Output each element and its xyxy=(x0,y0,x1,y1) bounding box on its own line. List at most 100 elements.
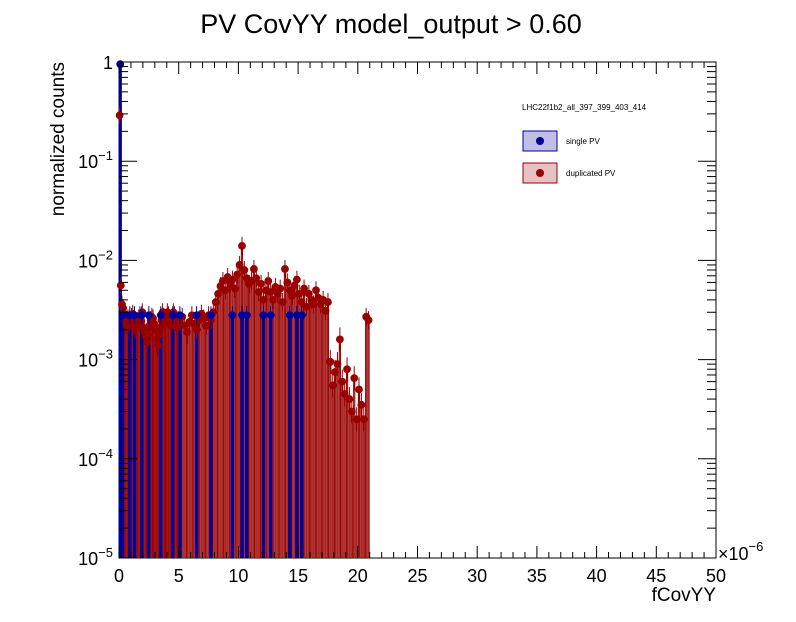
x-tick-label: 30 xyxy=(467,566,487,586)
bar-duplicated-pv xyxy=(336,364,339,558)
bar-duplicated-pv xyxy=(303,288,305,558)
bar-duplicated-pv xyxy=(346,369,348,558)
bar-duplicated-pv xyxy=(305,306,308,558)
bar-duplicated-pv xyxy=(322,299,324,558)
point-duplicated-pv xyxy=(259,295,268,304)
bar-duplicated-pv xyxy=(156,339,158,558)
legend-marker-duplicated-pv xyxy=(536,169,544,177)
point-duplicated-pv xyxy=(116,281,125,290)
point-duplicated-pv xyxy=(252,274,261,283)
bar-duplicated-pv xyxy=(358,389,360,558)
bar-duplicated-pv xyxy=(165,318,167,558)
legend-label-single-pv: single PV xyxy=(566,137,600,146)
bar-duplicated-pv xyxy=(170,325,172,558)
bar-duplicated-pv xyxy=(177,320,179,558)
bar-duplicated-pv xyxy=(255,278,257,558)
point-duplicated-pv xyxy=(331,368,340,376)
bar-duplicated-pv xyxy=(360,404,362,558)
chart-title: PV CovYY model_output > 0.60 xyxy=(200,9,582,39)
bar-duplicated-pv xyxy=(367,320,370,558)
bar-duplicated-pv xyxy=(146,342,148,558)
point-duplicated-pv xyxy=(283,278,292,287)
point-single-pv xyxy=(175,311,184,320)
point-duplicated-pv xyxy=(183,328,191,336)
point-duplicated-pv xyxy=(257,279,265,288)
bar-duplicated-pv xyxy=(176,327,178,558)
point-single-pv xyxy=(130,311,139,320)
bar-duplicated-pv xyxy=(130,316,133,558)
point-duplicated-pv xyxy=(359,415,368,424)
bar-duplicated-pv xyxy=(151,316,153,558)
bar-duplicated-pv xyxy=(315,290,317,558)
bar-duplicated-pv xyxy=(212,312,214,558)
point-duplicated-pv xyxy=(214,289,223,298)
bar-duplicated-pv xyxy=(298,293,300,558)
point-single-pv xyxy=(259,311,268,320)
bar-duplicated-pv xyxy=(154,329,157,558)
x-tick-label: 50 xyxy=(706,566,726,586)
point-duplicated-pv xyxy=(343,365,351,374)
point-duplicated-pv xyxy=(288,291,297,300)
x-axis-title: fCovYY xyxy=(652,585,717,606)
bar-duplicated-pv xyxy=(227,277,229,558)
point-duplicated-pv xyxy=(240,266,249,274)
point-single-pv xyxy=(192,311,201,320)
point-duplicated-pv xyxy=(293,275,301,284)
bar-duplicated-pv xyxy=(215,302,217,558)
point-duplicated-pv xyxy=(309,300,318,309)
bar-duplicated-pv xyxy=(327,302,329,558)
bar-duplicated-pv xyxy=(236,274,238,558)
point-single-pv xyxy=(242,311,251,320)
bar-duplicated-pv xyxy=(124,321,127,558)
bar-duplicated-pv xyxy=(181,316,183,558)
point-duplicated-pv xyxy=(144,330,153,339)
bar-duplicated-pv xyxy=(222,280,224,558)
bar-duplicated-pv xyxy=(308,293,310,558)
bar-duplicated-pv xyxy=(224,290,226,558)
point-duplicated-pv xyxy=(335,335,344,344)
bar-duplicated-pv xyxy=(145,336,147,558)
point-duplicated-pv xyxy=(297,298,306,306)
bar-duplicated-pv xyxy=(166,312,168,558)
point-duplicated-pv xyxy=(155,330,163,339)
point-single-pv xyxy=(207,311,215,320)
bar-duplicated-pv xyxy=(152,318,154,558)
point-single-pv xyxy=(266,311,275,320)
bar-duplicated-pv xyxy=(158,334,160,558)
bar-duplicated-pv xyxy=(281,302,284,558)
bar-duplicated-pv xyxy=(219,286,222,558)
bar-duplicated-pv xyxy=(313,304,315,558)
bar-duplicated-pv xyxy=(265,290,267,558)
bar-duplicated-pv xyxy=(329,361,331,558)
point-duplicated-pv xyxy=(266,288,275,296)
x-tick-label: 35 xyxy=(527,566,547,586)
bar-duplicated-pv xyxy=(175,321,177,558)
bar-duplicated-pv xyxy=(229,283,231,558)
point-single-pv xyxy=(168,311,177,320)
point-duplicated-pv xyxy=(269,295,277,304)
bar-duplicated-pv xyxy=(144,331,146,558)
bar-duplicated-pv xyxy=(184,325,186,558)
bar-duplicated-pv xyxy=(334,371,336,558)
bar-duplicated-pv xyxy=(238,264,241,558)
point-single-pv xyxy=(228,311,237,320)
bar-duplicated-pv xyxy=(203,318,205,558)
bar-duplicated-pv xyxy=(258,292,260,558)
legend-header: LHC22f1b2_all_397_399_403_414 xyxy=(522,103,647,112)
point-duplicated-pv xyxy=(276,284,285,293)
point-duplicated-pv xyxy=(340,390,349,398)
bar-duplicated-pv xyxy=(163,316,165,558)
bar-duplicated-pv xyxy=(217,293,219,558)
point-duplicated-pv xyxy=(321,306,330,315)
point-duplicated-pv xyxy=(364,316,373,325)
x-tick-label: 0 xyxy=(114,566,124,586)
bar-duplicated-pv xyxy=(169,320,171,558)
bar-duplicated-pv xyxy=(274,286,277,558)
bar-duplicated-pv xyxy=(234,288,236,558)
bar-duplicated-pv xyxy=(365,316,367,558)
bar-duplicated-pv xyxy=(138,318,140,558)
point-duplicated-pv xyxy=(153,341,162,350)
bar-duplicated-pv xyxy=(157,345,159,558)
point-duplicated-pv xyxy=(254,288,263,296)
point-duplicated-pv xyxy=(300,284,308,293)
